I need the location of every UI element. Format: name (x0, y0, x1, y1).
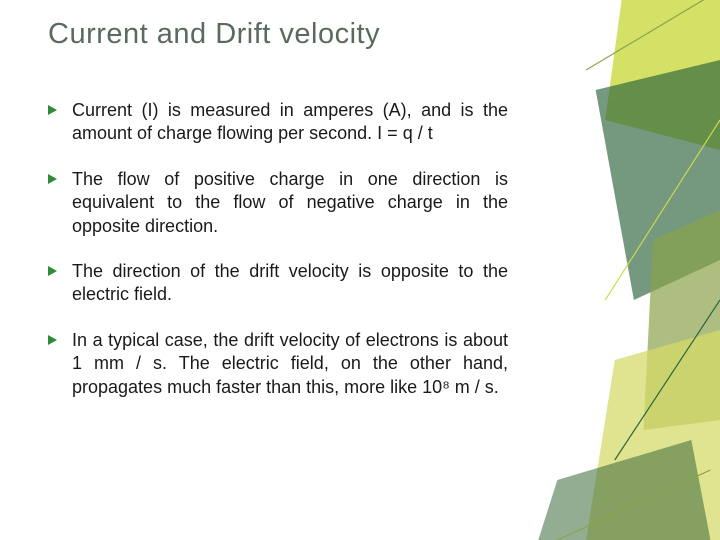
bullet-list: Current (I) is measured in amperes (A), … (48, 99, 508, 399)
bullet-item: In a typical case, the drift velocity of… (48, 329, 508, 399)
slide-content: Current and Drift velocity Current (I) i… (48, 18, 508, 421)
decorative-facets (500, 0, 720, 540)
bullet-item: The direction of the drift velocity is o… (48, 260, 508, 307)
bullet-item: Current (I) is measured in amperes (A), … (48, 99, 508, 146)
page-title: Current and Drift velocity (48, 18, 508, 51)
bullet-item: The flow of positive charge in one direc… (48, 168, 508, 238)
